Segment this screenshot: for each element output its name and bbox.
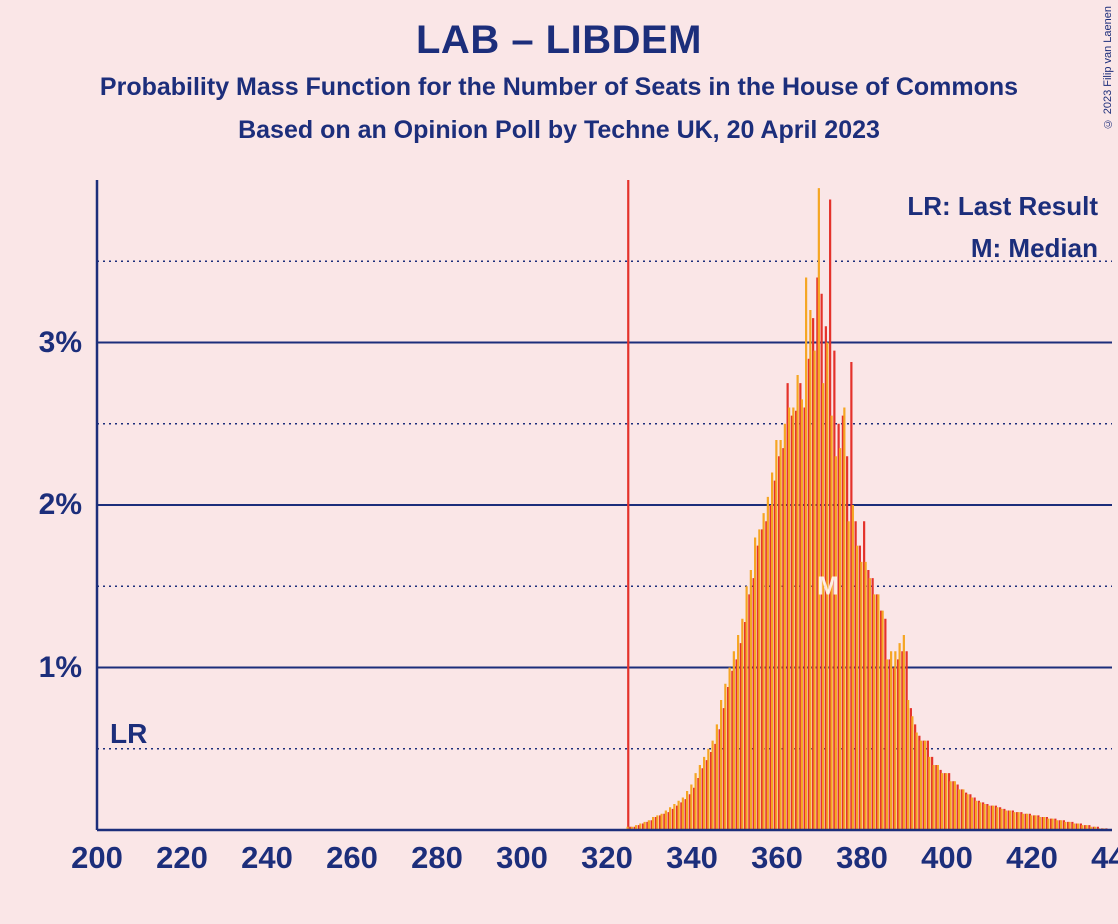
xtick-label: 300	[496, 840, 548, 876]
xtick-label: 360	[751, 840, 803, 876]
ytick-label: 3%	[39, 326, 82, 360]
xtick-label: 240	[241, 840, 293, 876]
median-marker: M	[817, 571, 839, 602]
xtick-label: 320	[581, 840, 633, 876]
chart-title: LAB – LIBDEM	[0, 0, 1118, 63]
xtick-label: 220	[156, 840, 208, 876]
ytick-label: 1%	[39, 651, 82, 685]
xtick-label: 200	[71, 840, 123, 876]
lr-axis-label: LR	[110, 718, 147, 750]
xtick-label: 400	[921, 840, 973, 876]
ytick-label: 2%	[39, 488, 82, 522]
copyright-text: © 2023 Filip van Laenen	[1102, 6, 1114, 129]
chart-subtitle: Probability Mass Function for the Number…	[0, 73, 1118, 102]
xtick-label: 420	[1006, 840, 1058, 876]
xtick-label: 440	[1091, 840, 1118, 876]
xtick-label: 260	[326, 840, 378, 876]
chart-area: 1% 2% 3% 200 220 240 260 280 300 320 340 360 380 400…	[22, 180, 1112, 900]
xtick-label: 340	[666, 840, 718, 876]
chart-svg	[22, 180, 1112, 900]
xtick-label: 380	[836, 840, 888, 876]
xtick-label: 280	[411, 840, 463, 876]
chart-subtitle2: Based on an Opinion Poll by Techne UK, 2…	[0, 116, 1118, 145]
